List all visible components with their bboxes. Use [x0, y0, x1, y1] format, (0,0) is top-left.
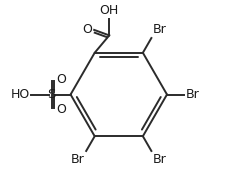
- Text: Br: Br: [71, 153, 85, 166]
- Text: OH: OH: [99, 4, 118, 17]
- Text: Br: Br: [152, 153, 165, 166]
- Text: Br: Br: [152, 23, 165, 36]
- Text: HO: HO: [11, 88, 30, 101]
- Text: O: O: [56, 74, 65, 86]
- Text: Br: Br: [185, 88, 199, 101]
- Text: S: S: [47, 88, 56, 101]
- Text: O: O: [56, 103, 65, 115]
- Text: O: O: [82, 23, 92, 36]
